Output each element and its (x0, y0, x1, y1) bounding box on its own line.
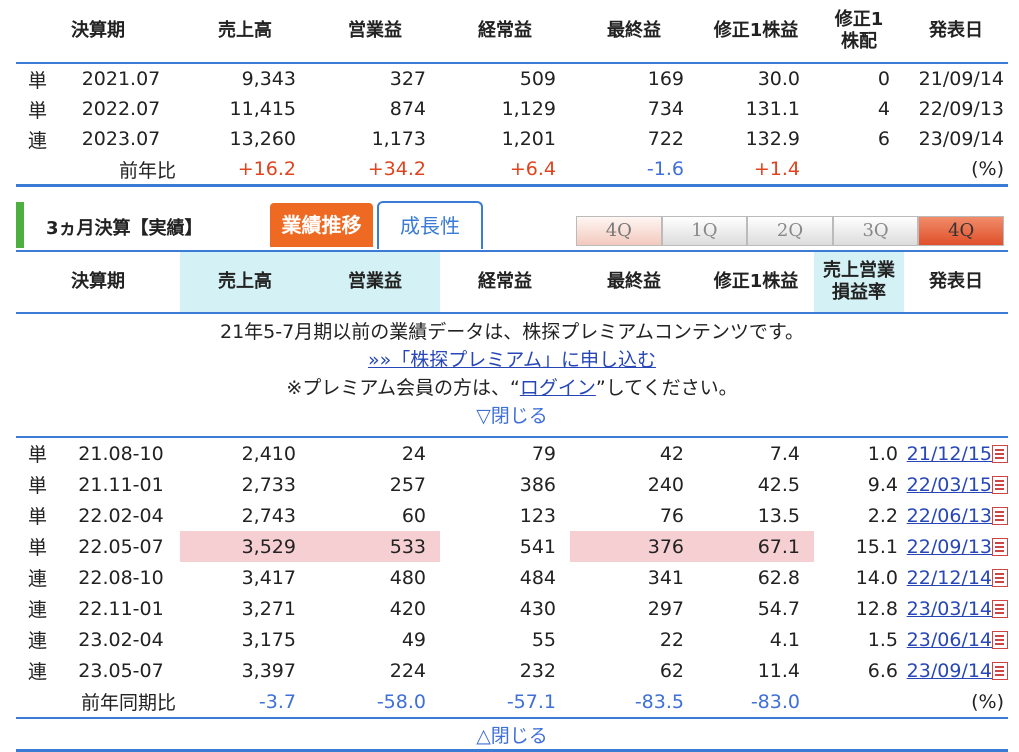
close-bottom-link[interactable]: △閉じる (16, 718, 1008, 752)
pdf-icon[interactable] (992, 630, 1008, 649)
table-row: 連 2023.07 13,260 1,173 1,201 722 132.9 6… (28, 128, 1004, 152)
quarterly-results-table: 決算期 売上高 営業益 経常益 最終益 修正1株益 売上営業損益率 発表日 21… (16, 250, 1008, 752)
report-date-link[interactable]: 22/03/15 (906, 473, 992, 496)
table-row: 単 2022.07 11,415 874 1,129 734 131.1 4 2… (28, 98, 1004, 122)
report-date-link[interactable]: 22/12/14 (906, 566, 992, 589)
report-date-link[interactable]: 21/12/15 (906, 442, 992, 465)
header-date: 発表日 (904, 0, 1008, 64)
quarterly-section-bar: 3ヵ月決算【実績】 業績推移 成長性 4Q 1Q 2Q 3Q 4Q (16, 200, 1008, 250)
header-ordinary: 経常益 (440, 250, 570, 314)
header-dividend: 修正1株配 (814, 0, 904, 64)
premium-signup-link[interactable]: »»「株探プレミアム」に申し込む (368, 349, 656, 371)
annual-results-table: 決算期 売上高 営業益 経常益 最終益 修正1株益 修正1株配 発表日 単 20… (16, 0, 1008, 187)
section-title: 3ヵ月決算【実績】 (46, 218, 203, 239)
report-date-link[interactable]: 22/06/13 (906, 504, 992, 527)
header-operating: 営業益 (310, 0, 440, 64)
header-net: 最終益 (570, 0, 698, 64)
premium-message: 21年5-7月期以前の業績データは、株探プレミアムコンテンツです。 (220, 321, 804, 343)
quarter-button-4q-prev[interactable]: 4Q (576, 216, 662, 246)
report-date-link[interactable]: 23/06/14 (906, 628, 992, 651)
pdf-icon[interactable] (992, 506, 1008, 525)
tab-performance[interactable]: 業績推移 (270, 203, 373, 247)
report-date-link[interactable]: 23/09/14 (906, 659, 992, 682)
header-operating: 営業益 (310, 250, 440, 314)
close-top-link[interactable]: ▽閉じる (476, 405, 548, 427)
quarter-button-4q[interactable]: 4Q (918, 216, 1004, 246)
header-period: 決算期 (16, 0, 180, 64)
close-row: △閉じる (16, 718, 1008, 752)
pdf-icon[interactable] (992, 568, 1008, 587)
pdf-icon[interactable] (992, 444, 1008, 463)
header-eps: 修正1株益 (698, 250, 814, 314)
quarter-button-1q[interactable]: 1Q (661, 216, 748, 246)
annual-header-row: 決算期 売上高 営業益 経常益 最終益 修正1株益 修正1株配 発表日 (16, 0, 1008, 64)
header-sales: 売上高 (180, 0, 310, 64)
pdf-icon[interactable] (992, 537, 1008, 556)
table-row: 単 22.02-04 2,743 60 123 76 13.5 2.2 22/06/13 (16, 500, 1008, 531)
header-net: 最終益 (570, 250, 698, 314)
report-date-link[interactable]: 22/09/13 (906, 535, 992, 558)
premium-notice-row: 21年5-7月期以前の業績データは、株探プレミアムコンテンツです。 »»「株探プ… (16, 313, 1008, 438)
header-period: 決算期 (16, 250, 180, 314)
quarterly-yoy-row: 前年同期比 -3.7 -58.0 -57.1 -83.5 -83.0 (%) (16, 686, 1008, 719)
header-date: 発表日 (904, 250, 1008, 314)
table-row: 単 22.05-07 3,529 533 541 376 67.1 15.1 22/09… (16, 531, 1008, 562)
pdf-icon[interactable] (992, 661, 1008, 680)
pdf-icon[interactable] (992, 599, 1008, 618)
table-row: 単 21.08-10 2,410 24 79 42 7.4 1.0 21/12/15 (16, 437, 1008, 469)
login-link[interactable]: ログイン (519, 377, 596, 399)
table-row: 連 23.05-07 3,397 224 232 62 11.4 6.6 23/09/1… (16, 655, 1008, 686)
table-row: 単 21.11-01 2,733 257 386 240 42.5 9.4 22/03/… (16, 469, 1008, 500)
table-row: 連 23.02-04 3,175 49 55 22 4.1 1.5 23/06/14 (16, 624, 1008, 655)
tab-growth[interactable]: 成長性 (377, 201, 483, 249)
table-row: 連 22.08-10 3,417 480 484 341 62.8 14.0 22/12… (16, 562, 1008, 593)
quarter-button-2q[interactable]: 2Q (747, 216, 833, 246)
pdf-icon[interactable] (992, 475, 1008, 494)
header-eps: 修正1株益 (698, 0, 814, 64)
report-date-link[interactable]: 23/03/14 (906, 597, 992, 620)
quarter-selector: 4Q 1Q 2Q 3Q 4Q (576, 216, 1004, 246)
table-row: 単 2021.07 9,343 327 509 169 30.0 0 21/09… (28, 68, 1004, 92)
quarterly-header-row: 決算期 売上高 営業益 経常益 最終益 修正1株益 売上営業損益率 発表日 (16, 250, 1008, 314)
login-notice: ※プレミアム会員の方は、“ログイン”してください。 (286, 377, 738, 399)
header-margin: 売上営業損益率 (814, 250, 904, 314)
quarter-button-3q[interactable]: 3Q (832, 216, 919, 246)
header-ordinary: 経常益 (440, 0, 570, 64)
header-sales: 売上高 (180, 250, 310, 314)
annual-yoy-row: 前年比 +16.2 +34.2 +6.4 -1.6 +1.4 (%) (16, 154, 1008, 187)
table-row: 連 22.11-01 3,271 420 430 297 54.7 12.8 23/03… (16, 593, 1008, 624)
section-marker (16, 202, 24, 248)
